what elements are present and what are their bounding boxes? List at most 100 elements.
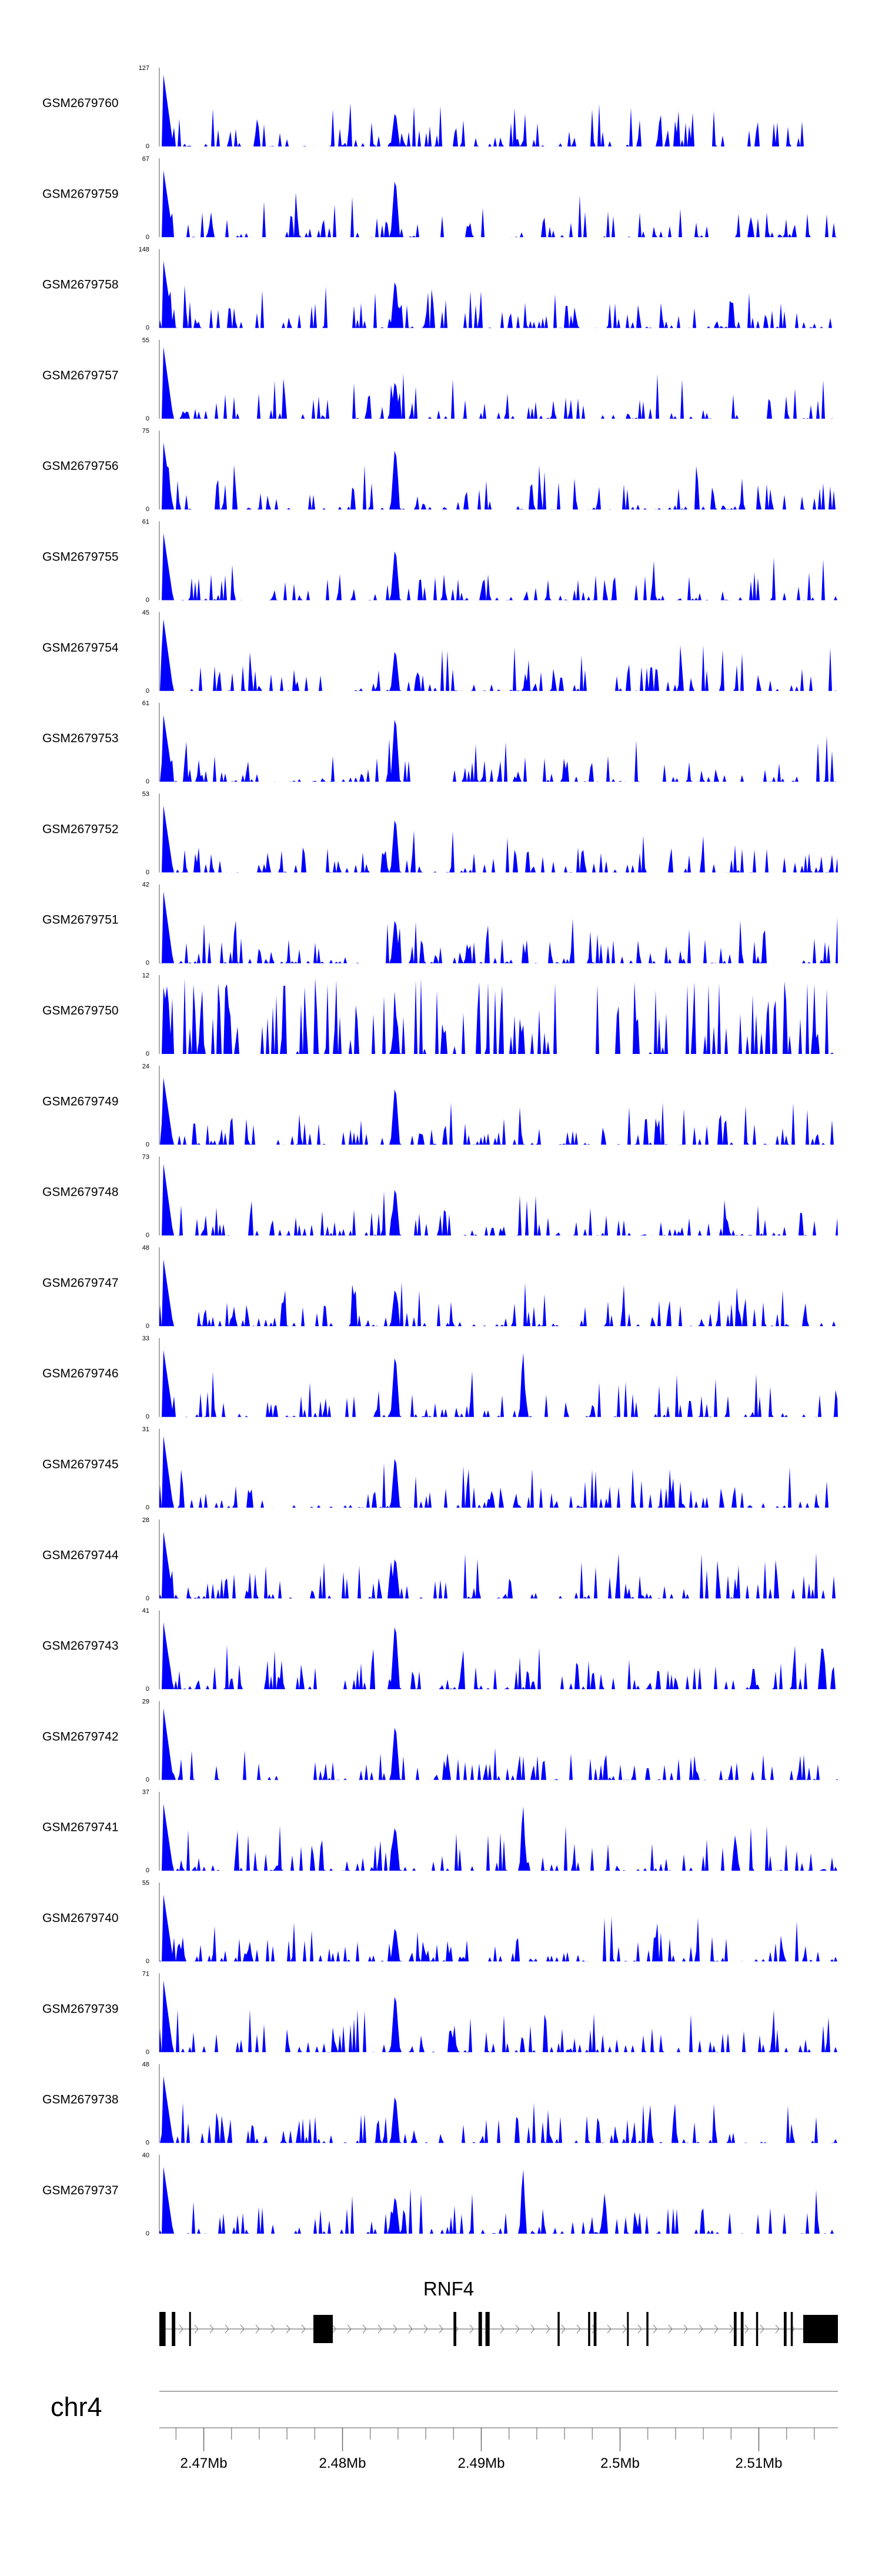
track-label: GSM2679760 (42, 96, 119, 110)
strand-chevron (423, 2324, 428, 2334)
coverage-area (159, 170, 838, 238)
track-label: GSM2679744 (42, 1549, 119, 1562)
coverage-area (159, 805, 838, 873)
strand-chevron (607, 2324, 612, 2334)
y-min-label: 0 (146, 1958, 149, 1965)
exon (453, 2312, 456, 2346)
y-max-label: 40 (142, 2152, 149, 2159)
y-min-label: 0 (146, 233, 149, 241)
coverage-area (159, 2167, 838, 2234)
track-label: GSM2679750 (42, 1004, 119, 1017)
coverage-area (159, 1803, 838, 1871)
track-GSM2679737: GSM2679737 40 0 (42, 2152, 838, 2237)
coverage-area (159, 346, 838, 419)
track-label: GSM2679746 (42, 1367, 119, 1380)
y-min-label: 0 (146, 869, 149, 876)
coverage-area (159, 1259, 838, 1326)
coverage-area (159, 261, 838, 328)
y-max-label: 67 (142, 155, 149, 162)
genome-axis: chr4 2.47Mb 2.48Mb 2.49Mb 2.5Mb 2.51Mb (51, 2391, 838, 2471)
y-max-label: 28 (142, 1517, 149, 1524)
track-label: GSM2679758 (42, 278, 119, 292)
tick-label: 2.49Mb (457, 2455, 505, 2471)
strand-chevron (775, 2324, 780, 2334)
track-GSM2679749: GSM2679749 24 0 (42, 1063, 838, 1148)
y-max-label: 24 (142, 1063, 149, 1070)
coverage-area (159, 1077, 838, 1145)
strand-chevron (546, 2324, 550, 2334)
track-label: GSM2679743 (42, 1639, 119, 1653)
y-max-label: 31 (142, 1426, 149, 1433)
exon (172, 2312, 176, 2346)
exon (756, 2312, 759, 2346)
track-GSM2679745: GSM2679745 31 0 (42, 1426, 838, 1511)
coverage-area (159, 533, 838, 600)
strand-chevron (576, 2324, 581, 2334)
track-GSM2679758: GSM2679758 148 0 (42, 246, 838, 332)
track-label: GSM2679739 (42, 2002, 119, 2016)
strand-chevron (209, 2324, 214, 2334)
track-label: GSM2679748 (42, 1186, 119, 1199)
tick-label: 2.48Mb (319, 2455, 366, 2471)
y-min-label: 0 (146, 1686, 149, 1693)
strand-chevron (179, 2324, 183, 2334)
track-label: GSM2679754 (42, 641, 119, 655)
track-label: GSM2679752 (42, 822, 119, 836)
coverage-area (159, 977, 838, 1054)
y-min-label: 0 (146, 1141, 149, 1148)
track-GSM2679744: GSM2679744 28 0 (42, 1517, 838, 1602)
coverage-area (159, 619, 838, 691)
track-GSM2679751: GSM2679751 42 0 (42, 882, 838, 967)
coverage-area (159, 442, 838, 510)
y-min-label: 0 (146, 1050, 149, 1057)
strand-chevron (530, 2324, 535, 2334)
track-label: GSM2679741 (42, 1821, 119, 1834)
strand-chevron (469, 2324, 474, 2334)
track-label: GSM2679738 (42, 2093, 119, 2107)
y-max-label: 127 (139, 65, 149, 72)
gene-track: RNF4 (159, 2278, 838, 2346)
coverage-area (159, 1708, 838, 1780)
gene-name: RNF4 (423, 2278, 474, 2300)
coverage-area (159, 1163, 838, 1236)
track-GSM2679753: GSM2679753 61 0 (42, 700, 838, 785)
y-max-label: 53 (142, 790, 149, 798)
strand-chevron (699, 2324, 703, 2334)
track-GSM2679750: GSM2679750 12 0 (42, 972, 838, 1057)
track-label: GSM2679747 (42, 1276, 119, 1290)
chromosome-label: chr4 (51, 2392, 102, 2422)
exon (784, 2312, 787, 2346)
y-max-label: 42 (142, 882, 149, 889)
tick-label: 2.47Mb (180, 2455, 227, 2471)
y-min-label: 0 (146, 1776, 149, 1783)
strand-chevron (683, 2324, 688, 2334)
y-max-label: 61 (142, 519, 149, 526)
exon (557, 2312, 560, 2346)
track-label: GSM2679745 (42, 1458, 119, 1471)
y-min-label: 0 (146, 1413, 149, 1420)
track-label: GSM2679759 (42, 187, 119, 201)
track-label: GSM2679740 (42, 1911, 119, 1925)
strand-chevron (286, 2324, 290, 2334)
strand-chevron (347, 2324, 352, 2334)
track-label: GSM2679742 (42, 1730, 119, 1743)
track-label: GSM2679753 (42, 732, 119, 745)
coverage-area (159, 1980, 838, 2053)
y-min-label: 0 (146, 2230, 149, 2237)
track-GSM2679754: GSM2679754 45 0 (42, 609, 838, 695)
y-min-label: 0 (146, 778, 149, 785)
coverage-area (159, 74, 838, 146)
track-GSM2679757: GSM2679757 55 0 (42, 337, 838, 422)
tick-label: 2.5Mb (600, 2455, 640, 2471)
strand-chevron (377, 2324, 382, 2334)
track-GSM2679747: GSM2679747 48 0 (42, 1244, 838, 1330)
y-min-label: 0 (146, 597, 149, 604)
track-GSM2679760: GSM2679760 127 0 (42, 65, 838, 150)
track-GSM2679756: GSM2679756 75 0 (42, 428, 838, 513)
y-min-label: 0 (146, 143, 149, 150)
coverage-area (159, 1350, 838, 1417)
strand-chevron (225, 2324, 229, 2334)
y-min-label: 0 (146, 688, 149, 695)
exon (189, 2312, 191, 2346)
y-min-label: 0 (146, 1504, 149, 1511)
